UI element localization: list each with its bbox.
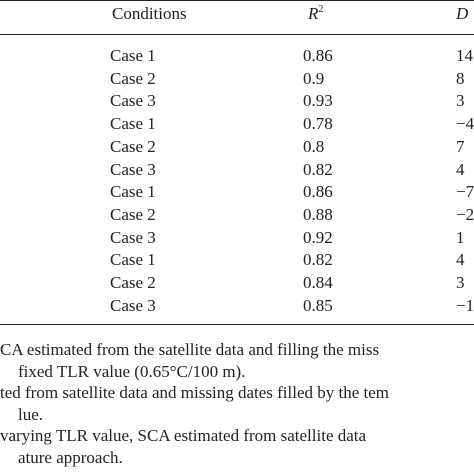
- d-cell: 4: [456, 250, 465, 270]
- d-cell: −7: [456, 182, 474, 202]
- d-cell: 7: [456, 136, 465, 156]
- r2-cell: 0.78: [303, 114, 333, 134]
- header-conditions: Conditions: [112, 4, 187, 23]
- d-cell: 3: [456, 91, 465, 111]
- footnote-line: CA estimated from the satellite data and…: [0, 340, 380, 359]
- condition-cell: Case 1: [110, 250, 156, 270]
- r2-cell: 0.86: [303, 46, 333, 65]
- condition-cell: Case 3: [110, 91, 156, 111]
- r2-cell: 0.8: [303, 136, 325, 156]
- header-r: R: [308, 4, 319, 23]
- condition-cell: Case 1: [110, 114, 156, 134]
- footnote-line: ted from satellite data and missing date…: [0, 383, 390, 402]
- r2-cell: 0.92: [303, 227, 333, 247]
- footnote-line: fixed TLR value (0.65°C/100 m).: [18, 361, 246, 381]
- d-cell: 8: [456, 68, 465, 88]
- r2-cell: 0.85: [303, 295, 333, 315]
- r2-cell: 0.9: [303, 68, 325, 88]
- condition-cell: Case 2: [110, 136, 156, 156]
- r2-cell: 0.84: [303, 273, 333, 292]
- r2-cell: 0.86: [303, 182, 333, 202]
- header-d-text: D: [456, 4, 469, 23]
- d-cell: −4: [456, 114, 474, 134]
- footnote-line: lue.: [18, 404, 44, 424]
- bottom-rule: [0, 324, 474, 325]
- condition-cell: Case 2: [110, 68, 156, 88]
- d-cell: 14: [456, 46, 473, 65]
- condition-cell: Case 1: [110, 46, 156, 65]
- header-r2: R2: [308, 4, 323, 24]
- condition-cell: Case 2: [110, 273, 156, 292]
- condition-cell: Case 3: [110, 227, 156, 247]
- footnote-line: ature approach.: [18, 447, 123, 467]
- r2-cell: 0.82: [303, 159, 333, 179]
- condition-cell: Case 2: [110, 204, 156, 224]
- footnote-line: varying TLR value, SCA estimated from sa…: [0, 426, 367, 445]
- condition-cell: Case 3: [110, 295, 156, 315]
- top-rule: [0, 0, 474, 1]
- d-cell: 1: [456, 227, 465, 247]
- r2-cell: 0.82: [303, 250, 333, 270]
- condition-cell: Case 3: [110, 159, 156, 179]
- d-cell: 3: [456, 273, 465, 292]
- header-d: D: [456, 4, 468, 24]
- condition-cell: Case 1: [110, 182, 156, 202]
- header-rule: [0, 34, 474, 35]
- header-r-sup: 2: [318, 4, 324, 15]
- r2-cell: 0.93: [303, 91, 333, 111]
- d-cell: −2: [456, 204, 474, 224]
- d-cell: −1: [456, 295, 474, 315]
- r2-cell: 0.88: [303, 204, 333, 224]
- d-cell: 4: [456, 159, 465, 179]
